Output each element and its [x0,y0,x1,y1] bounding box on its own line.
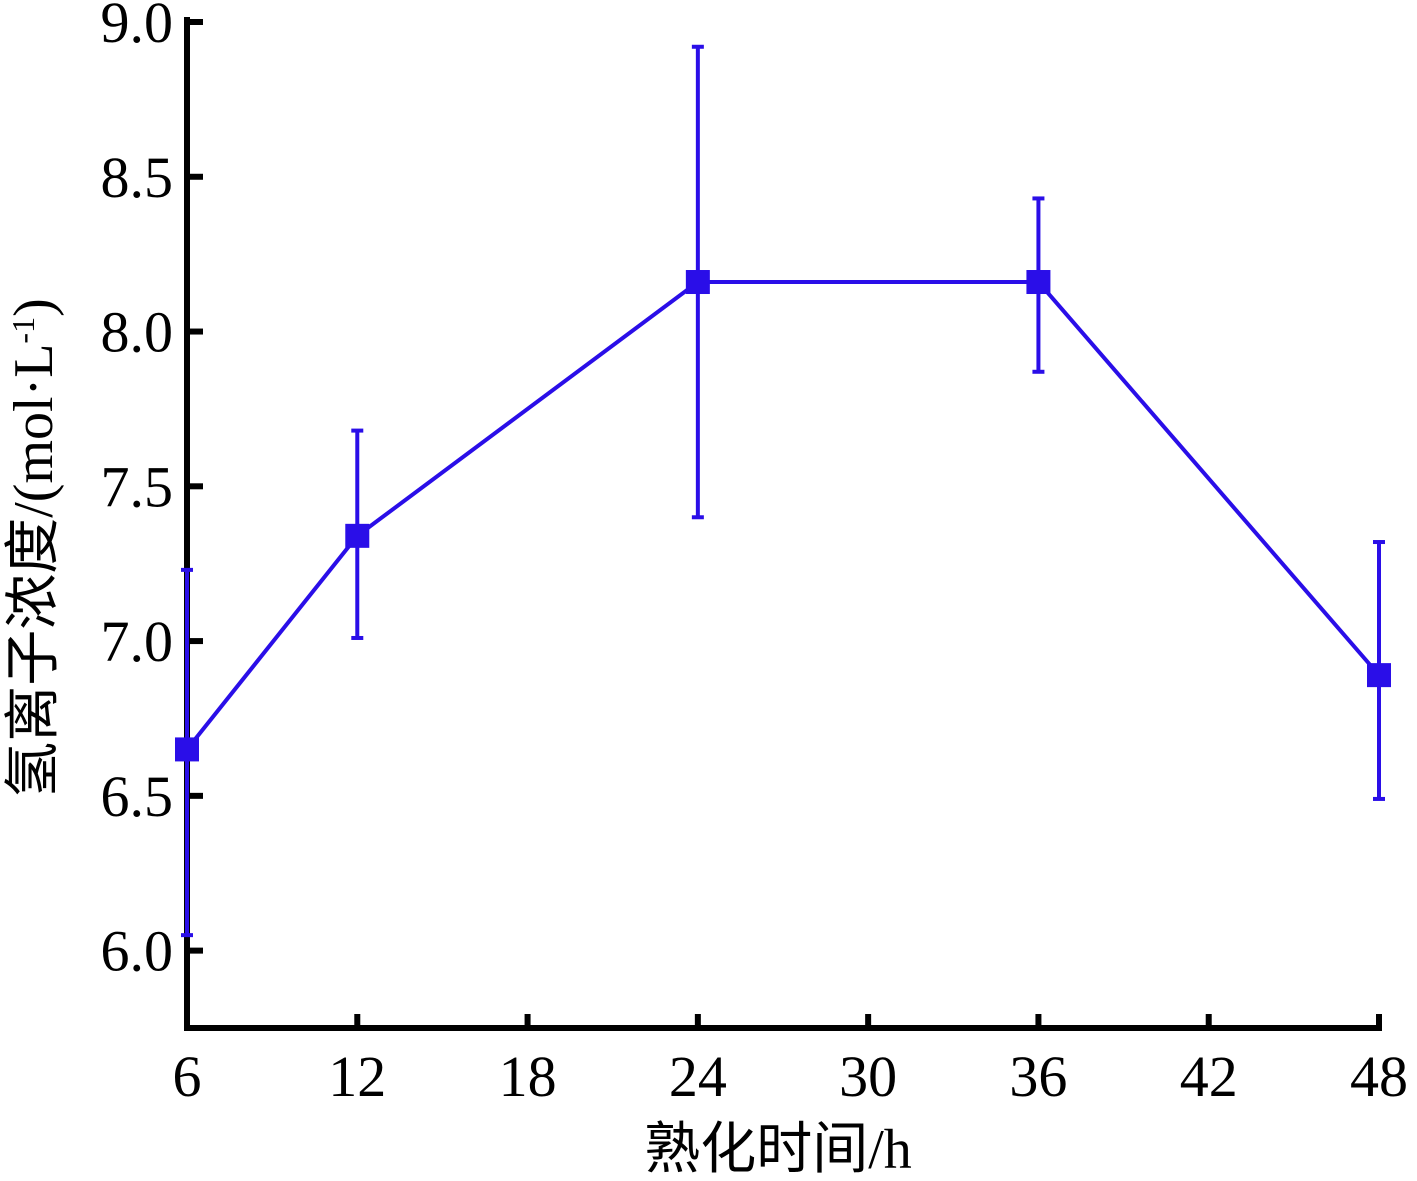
series-line [185,280,1381,751]
series-layer [175,44,1391,938]
data-point [1367,663,1391,688]
y-tick-label: 7.0 [101,609,174,674]
x-tick-label: 12 [328,1044,386,1109]
x-tick-label: 48 [1350,1044,1408,1109]
x-tick-label: 18 [499,1044,557,1109]
y-axis-title-superscript: -1 [5,317,41,344]
x-axis-title: 熟化时间/h [644,1119,912,1181]
data-point [1026,270,1051,295]
y-tick-label: 6.0 [101,919,174,984]
x-tick-label: 30 [839,1044,897,1109]
x-tick-label: 6 [173,1044,202,1109]
data-point [345,523,370,548]
y-tick-label: 6.5 [101,764,174,829]
y-axis-title-main: 氢离子浓度/(mol·L [3,344,65,798]
ticks: 6.0 6.5 7.0 7.5 8.0 8.5 9.0 6 12 18 24 30 36 42 48 [101,0,1409,1109]
data-point [175,737,199,762]
y-tick-label: 8.0 [101,300,174,365]
y-tick-label: 7.5 [101,454,174,519]
y-tick-label: 8.5 [101,145,174,210]
data-point [685,270,710,295]
y-axis-title-close: ) [3,298,65,317]
x-tick-label: 24 [669,1044,727,1109]
x-tick-label: 36 [1009,1044,1067,1109]
y-axis-title: 氢离子浓度/(mol·L-1) [3,298,65,798]
x-tick-label: 42 [1180,1044,1238,1109]
y-tick-label: 9.0 [101,0,174,55]
